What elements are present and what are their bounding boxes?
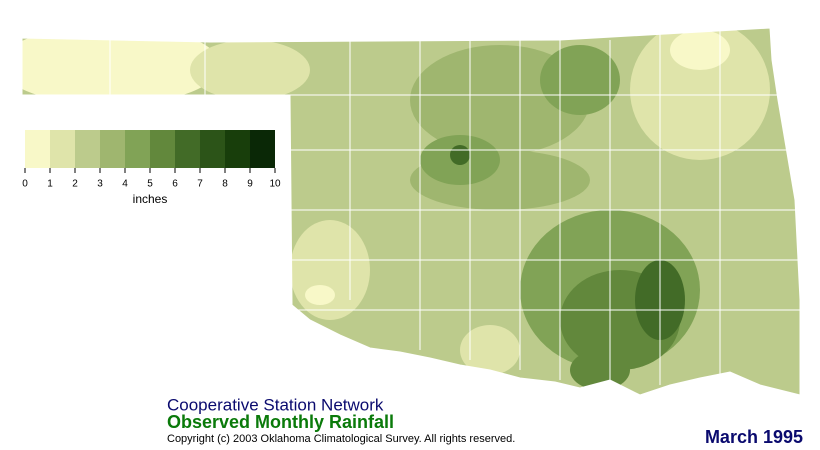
legend-tick-label: 10 bbox=[269, 179, 281, 190]
legend-tick-label: 5 bbox=[147, 179, 153, 190]
legend-tick-label: 4 bbox=[122, 179, 128, 190]
legend-unit: inches bbox=[133, 192, 168, 206]
county-lines bbox=[109, 30, 800, 385]
legend-swatch bbox=[75, 130, 100, 168]
legend-tick-label: 7 bbox=[197, 179, 203, 190]
legend-swatch bbox=[100, 130, 125, 168]
network-label: Cooperative Station Network bbox=[167, 395, 384, 414]
legend-tick-label: 8 bbox=[222, 179, 228, 190]
legend-swatch bbox=[175, 130, 200, 168]
legend-swatch bbox=[250, 130, 275, 168]
legend-tick-label: 2 bbox=[72, 179, 78, 190]
legend-swatch bbox=[200, 130, 225, 168]
legend-tick-label: 9 bbox=[247, 179, 253, 190]
legend-tick-label: 3 bbox=[97, 179, 103, 190]
legend-swatch bbox=[225, 130, 250, 168]
legend-tick-label: 0 bbox=[22, 179, 28, 190]
copyright: Copyright (c) 2003 Oklahoma Climatologic… bbox=[167, 433, 515, 445]
legend-swatch bbox=[125, 130, 150, 168]
map-date: March 1995 bbox=[705, 427, 803, 447]
legend-swatch bbox=[50, 130, 75, 168]
legend-tick-label: 6 bbox=[172, 179, 178, 190]
legend-swatch bbox=[150, 130, 175, 168]
legend-tick-label: 1 bbox=[47, 179, 53, 190]
map-title: Observed Monthly Rainfall bbox=[167, 412, 394, 432]
legend: 0 1 2 3 4 5 6 7 8 9 10 inches bbox=[22, 130, 281, 206]
legend-swatch bbox=[25, 130, 50, 168]
